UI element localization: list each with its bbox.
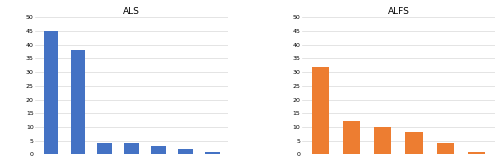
Bar [343,122,360,154]
Bar [205,152,220,154]
Title: ALS: ALS [123,7,140,16]
Bar [124,144,139,154]
Bar [436,144,454,154]
Bar [406,132,422,154]
Bar [178,149,192,154]
Title: ALFS: ALFS [388,7,409,16]
Bar [312,67,329,154]
Bar [98,144,112,154]
Bar [151,146,166,154]
Bar [374,127,392,154]
Bar [468,152,485,154]
Bar [44,31,59,154]
Bar [70,50,86,154]
